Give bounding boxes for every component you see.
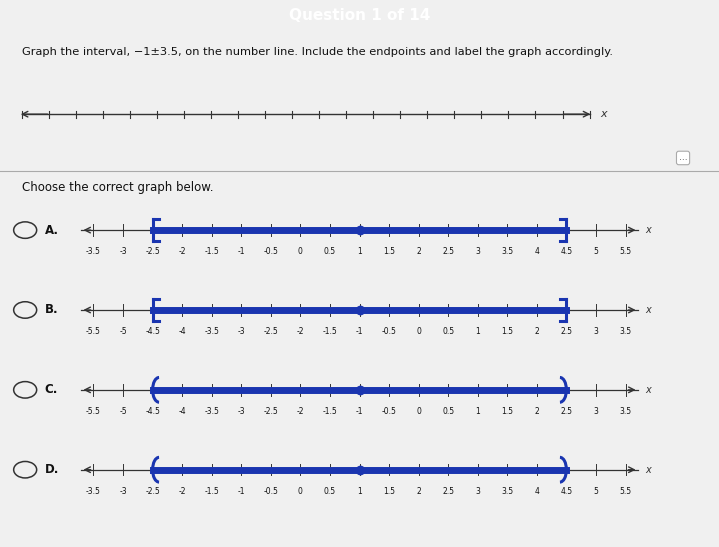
Text: 1.5: 1.5 [501, 407, 513, 416]
Text: -5.5: -5.5 [86, 407, 101, 416]
Text: 5.5: 5.5 [620, 247, 631, 256]
Text: -2.5: -2.5 [145, 247, 160, 256]
Text: 3: 3 [475, 247, 480, 256]
Text: 3: 3 [475, 487, 480, 496]
Text: 2.5: 2.5 [560, 407, 572, 416]
Text: -2: -2 [297, 327, 304, 336]
Text: 0: 0 [416, 407, 421, 416]
Text: 1: 1 [357, 247, 362, 256]
Text: 1: 1 [475, 327, 480, 336]
Text: -2.5: -2.5 [145, 487, 160, 496]
Text: -1: -1 [237, 247, 245, 256]
Text: -3: -3 [119, 487, 127, 496]
Text: 1.5: 1.5 [501, 327, 513, 336]
Text: -1.5: -1.5 [323, 407, 337, 416]
Text: 1.5: 1.5 [383, 247, 395, 256]
Text: -1.5: -1.5 [204, 247, 219, 256]
Text: Choose the correct graph below.: Choose the correct graph below. [22, 181, 213, 194]
Text: -3: -3 [237, 327, 245, 336]
Text: -4: -4 [178, 327, 186, 336]
Text: D.: D. [45, 463, 59, 476]
Text: -3.5: -3.5 [86, 247, 101, 256]
Text: -0.5: -0.5 [263, 247, 278, 256]
Text: 0.5: 0.5 [324, 487, 336, 496]
Text: 4.5: 4.5 [560, 487, 572, 496]
Text: Question 1 of 14: Question 1 of 14 [289, 8, 430, 24]
Text: ...: ... [679, 154, 687, 162]
Text: x: x [646, 225, 651, 235]
Text: A.: A. [45, 224, 58, 237]
Text: x: x [646, 385, 651, 395]
Text: -0.5: -0.5 [382, 407, 396, 416]
Text: -0.5: -0.5 [263, 487, 278, 496]
Text: -2: -2 [297, 407, 304, 416]
Text: -3.5: -3.5 [86, 487, 101, 496]
Text: 1: 1 [475, 407, 480, 416]
Text: B.: B. [45, 304, 58, 317]
Text: 1: 1 [357, 487, 362, 496]
Text: -0.5: -0.5 [382, 327, 396, 336]
Text: -4.5: -4.5 [145, 407, 160, 416]
Text: -4: -4 [178, 407, 186, 416]
Text: 0: 0 [298, 247, 303, 256]
Text: 3.5: 3.5 [620, 407, 631, 416]
Text: 2.5: 2.5 [560, 327, 572, 336]
Text: 0.5: 0.5 [324, 247, 336, 256]
Text: 3.5: 3.5 [501, 247, 513, 256]
Text: -3: -3 [237, 407, 245, 416]
Text: 0.5: 0.5 [442, 327, 454, 336]
Text: 2: 2 [534, 327, 539, 336]
Text: -1.5: -1.5 [323, 327, 337, 336]
Text: 3.5: 3.5 [620, 327, 631, 336]
Text: 2.5: 2.5 [442, 247, 454, 256]
Text: 3.5: 3.5 [501, 487, 513, 496]
Text: -4.5: -4.5 [145, 327, 160, 336]
Text: 2.5: 2.5 [442, 487, 454, 496]
Text: 2: 2 [416, 247, 421, 256]
Text: -2: -2 [178, 487, 186, 496]
Text: 5: 5 [593, 487, 598, 496]
Text: 2: 2 [416, 487, 421, 496]
Text: -2: -2 [178, 247, 186, 256]
Text: 0: 0 [416, 327, 421, 336]
Text: -5: -5 [119, 407, 127, 416]
Text: -3.5: -3.5 [204, 327, 219, 336]
Text: -3.5: -3.5 [204, 407, 219, 416]
Text: 4: 4 [534, 487, 539, 496]
Text: Graph the interval, −1±3.5, on the number line. Include the endpoints and label : Graph the interval, −1±3.5, on the numbe… [22, 47, 613, 57]
Text: x: x [646, 465, 651, 475]
Text: -5: -5 [119, 327, 127, 336]
Text: 1.5: 1.5 [383, 487, 395, 496]
Text: -2.5: -2.5 [263, 407, 278, 416]
Text: C.: C. [45, 383, 58, 397]
Text: 3: 3 [593, 327, 598, 336]
Text: 2: 2 [534, 407, 539, 416]
Text: 0: 0 [298, 487, 303, 496]
Text: 5.5: 5.5 [620, 487, 631, 496]
Text: 0.5: 0.5 [442, 407, 454, 416]
Text: 4: 4 [534, 247, 539, 256]
Text: 5: 5 [593, 247, 598, 256]
Text: x: x [646, 305, 651, 315]
Text: x: x [600, 109, 607, 119]
Text: -1: -1 [356, 327, 363, 336]
Text: -1.5: -1.5 [204, 487, 219, 496]
Text: -1: -1 [356, 407, 363, 416]
Text: -2.5: -2.5 [263, 327, 278, 336]
Text: 4.5: 4.5 [560, 247, 572, 256]
Text: -5.5: -5.5 [86, 327, 101, 336]
Text: 3: 3 [593, 407, 598, 416]
Text: -3: -3 [119, 247, 127, 256]
Text: -1: -1 [237, 487, 245, 496]
